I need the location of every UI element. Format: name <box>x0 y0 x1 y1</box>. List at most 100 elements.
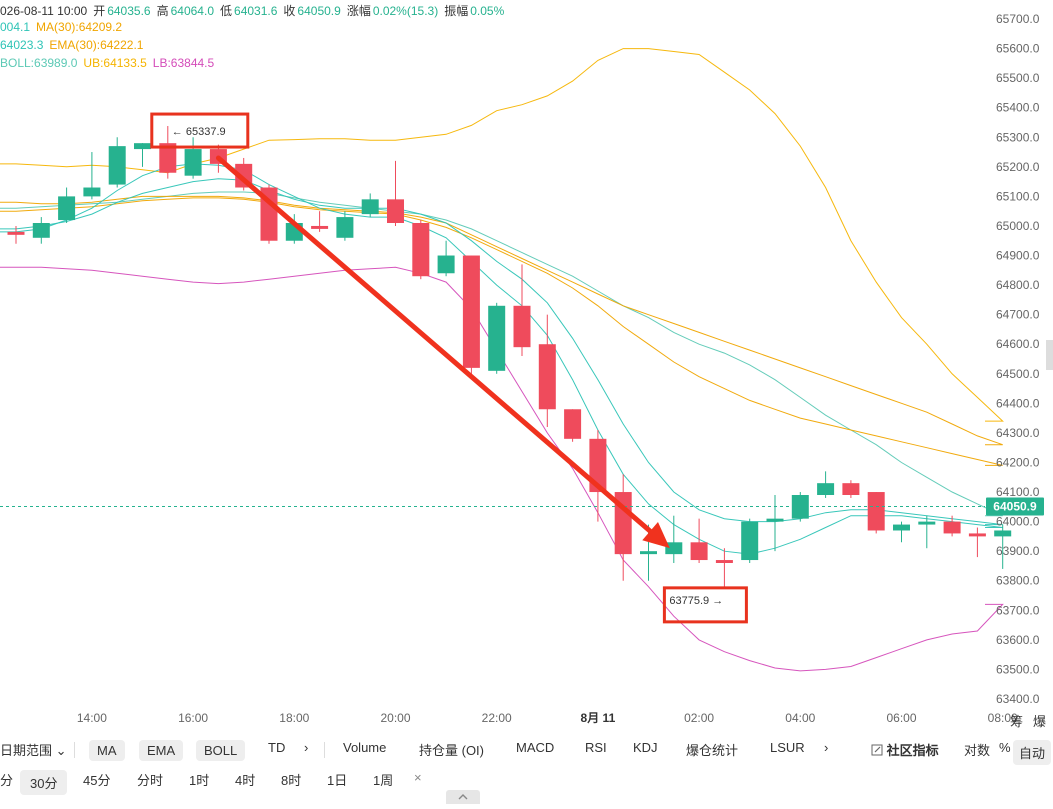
candle-body <box>715 560 733 563</box>
lsur-indicator-button[interactable]: LSUR <box>770 740 805 755</box>
candles <box>7 126 1012 588</box>
log-scale-toggle[interactable]: 对数 <box>964 743 991 758</box>
date-range-button[interactable]: 日期范围 ⌄ <box>0 740 67 759</box>
change-label: 涨幅 <box>346 4 371 18</box>
candle-body <box>83 187 101 197</box>
interval-45m[interactable]: 45分 <box>83 773 111 788</box>
x-tick-label: 14:00 <box>77 711 107 725</box>
interval-toolbar: 分 30分 45分 分时 1时 4时 8时 1日 1周 × <box>0 764 1053 795</box>
rsi-indicator-button[interactable]: RSI <box>585 740 607 755</box>
interval-timeshare[interactable]: 分时 <box>137 773 164 788</box>
interval-8h[interactable]: 8时 <box>281 773 302 788</box>
candle-body <box>665 542 683 555</box>
indicator-line <box>0 195 1003 446</box>
interval-4h[interactable]: 4时 <box>235 773 256 788</box>
candle-body <box>893 524 910 531</box>
interval-1h[interactable]: 1时 <box>189 773 210 788</box>
candle-body <box>437 255 455 274</box>
y-tick-label: 63600.0 <box>996 633 1040 647</box>
interval-1w[interactable]: 1周 <box>373 773 394 788</box>
x-tick-label: 8月 11 <box>581 711 616 725</box>
candle-body <box>640 551 657 555</box>
ma-indicator-button[interactable]: MA <box>89 740 125 761</box>
interval-min[interactable]: 分 <box>0 773 14 788</box>
candlestick-chart[interactable]: 63400.0 63500.0 63600.0 63700.0 63800.0 63900… <box>0 0 1053 740</box>
y-tick-label: 64200.0 <box>996 455 1040 469</box>
candle-body <box>564 409 582 439</box>
candle-body <box>538 344 556 410</box>
candle-body <box>387 199 404 223</box>
candle-body <box>741 521 759 561</box>
interval-30m[interactable]: 30分 <box>20 770 68 795</box>
bottom-drawer-handle[interactable] <box>446 790 480 804</box>
ema-info: 64023.3 EMA(30):64222.1 <box>0 38 149 52</box>
candle-body <box>361 199 379 215</box>
candle-body <box>918 521 936 525</box>
auto-scale-toggle[interactable]: 自动 <box>1013 740 1052 765</box>
close-value: 64050.9 <box>297 4 341 18</box>
macd-indicator-button[interactable]: MACD <box>516 740 555 755</box>
community-label: 社区指标 <box>886 743 939 758</box>
candle-body <box>7 231 25 235</box>
kdj-indicator-button[interactable]: KDJ <box>633 740 658 755</box>
candle-body <box>817 483 835 495</box>
candle-body <box>994 530 1012 537</box>
candle-body <box>462 255 480 368</box>
boll-info: BOLL:63989.0 UB:64133.5 LB:63844.5 <box>0 56 220 70</box>
percent-scale-toggle[interactable]: % <box>999 740 1011 755</box>
last-price-label: 64050.9 <box>993 500 1037 514</box>
y-tick-label: 63900.0 <box>996 544 1040 558</box>
side-collapse-handle[interactable] <box>1046 340 1053 370</box>
candle-body <box>184 149 202 176</box>
ema-indicator-button[interactable]: EMA <box>139 740 184 761</box>
annotations: 64050.9 ← 65337.9 63775.9 → <box>0 112 1044 624</box>
close-icon[interactable]: × <box>414 770 422 785</box>
ma-info: 004.1 MA(30):64209.2 <box>0 20 128 34</box>
y-tick-label: 63800.0 <box>996 574 1040 588</box>
community-indicator-button[interactable]: 社区指标 <box>871 740 939 759</box>
y-tick-label: 63400.0 <box>996 692 1040 706</box>
y-tick-label: 64900.0 <box>996 249 1040 263</box>
ohlc-info: 026-08-11 10:00 开 64035.6 高 64064.0 低 64031.6 收… <box>0 2 510 19</box>
trend-arrow-head <box>642 522 670 549</box>
indicator-line <box>0 266 1004 672</box>
ema30-value: EMA(30):64222.1 <box>49 38 144 52</box>
candle-body <box>488 305 506 371</box>
y-tick-label: 65300.0 <box>996 130 1040 144</box>
ma-short-value: 004.1 <box>0 20 31 34</box>
candle-body <box>943 521 961 534</box>
y-tick-label: 64300.0 <box>996 426 1040 440</box>
y-tick-label: 65100.0 <box>996 189 1040 203</box>
candle-body <box>412 223 430 277</box>
interval-1d[interactable]: 1日 <box>327 773 348 788</box>
x-tick-label: 08:00 <box>988 711 1018 725</box>
candle-body <box>614 492 632 555</box>
volume-indicator-button[interactable]: Volume <box>343 740 387 755</box>
candle-body <box>311 225 329 229</box>
td-indicator-button[interactable]: TD <box>268 740 286 755</box>
liquidation-indicator-button[interactable]: 爆仓统计 <box>686 743 739 758</box>
y-tick-label: 64500.0 <box>996 367 1040 381</box>
right-edge-label-2[interactable]: 爆 <box>1033 714 1047 729</box>
y-tick-label: 65600.0 <box>996 42 1040 56</box>
x-tick-label: 20:00 <box>380 711 410 725</box>
y-tick-label: 63500.0 <box>996 662 1040 676</box>
x-tick-label: 06:00 <box>886 711 916 725</box>
sub-more-chevron-icon[interactable]: › <box>824 740 829 755</box>
divider <box>74 742 75 758</box>
info-date: 026-08-11 10:00 <box>0 4 88 18</box>
x-tick-label: 02:00 <box>684 711 714 725</box>
open-label: 开 <box>93 4 106 18</box>
x-tick-label: 16:00 <box>178 711 208 725</box>
candle-body <box>513 305 531 348</box>
y-tick-label: 65500.0 <box>996 71 1040 85</box>
candle-body <box>336 217 354 238</box>
y-tick-label: 64400.0 <box>996 396 1040 410</box>
oi-indicator-button[interactable]: 持仓量 (OI) <box>419 743 484 758</box>
right-edge-label-1[interactable]: 筹 <box>1010 714 1024 729</box>
main-more-chevron-icon[interactable]: › <box>304 740 309 755</box>
change-value: 0.02%(15.3) <box>372 4 439 18</box>
candle-body <box>589 438 607 493</box>
boll-indicator-button[interactable]: BOLL <box>196 740 246 761</box>
y-axis: 63400.0 63500.0 63600.0 63700.0 63800.0 63900… <box>996 12 1040 706</box>
